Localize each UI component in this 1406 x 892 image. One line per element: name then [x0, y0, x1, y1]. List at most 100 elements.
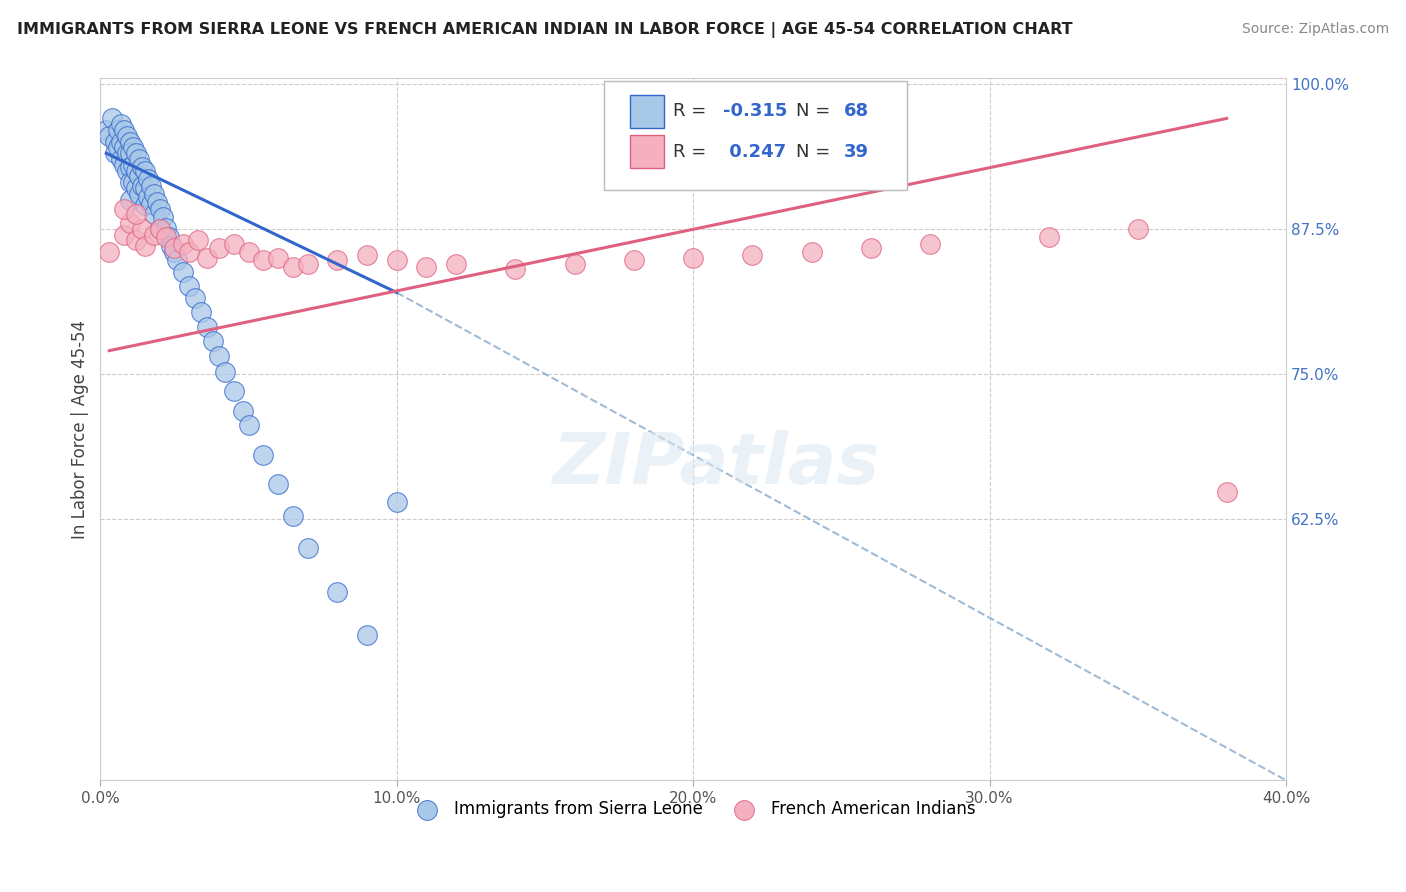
Point	[297, 541, 319, 555]
Text: 39: 39	[844, 143, 869, 161]
Point	[800, 244, 823, 259]
Point	[172, 236, 194, 251]
Point	[201, 334, 224, 349]
Text: -0.315: -0.315	[723, 103, 787, 120]
Point	[184, 292, 207, 306]
Point	[415, 260, 437, 274]
Point	[115, 163, 138, 178]
Point	[859, 242, 882, 256]
Point	[134, 198, 156, 212]
Point	[160, 239, 183, 253]
Point	[267, 251, 290, 265]
Point	[112, 158, 135, 172]
Point	[326, 253, 349, 268]
Point	[125, 206, 148, 220]
Point	[172, 265, 194, 279]
Point	[110, 117, 132, 131]
Point	[505, 262, 527, 277]
Point	[122, 140, 145, 154]
Point	[356, 248, 378, 262]
Point	[163, 244, 186, 259]
Point	[107, 123, 129, 137]
Point	[444, 256, 467, 270]
Point	[118, 175, 141, 189]
Text: ZIPatlas: ZIPatlas	[553, 430, 880, 499]
Point	[252, 448, 274, 462]
Point	[128, 152, 150, 166]
Text: IMMIGRANTS FROM SIERRA LEONE VS FRENCH AMERICAN INDIAN IN LABOR FORCE | AGE 45-5: IMMIGRANTS FROM SIERRA LEONE VS FRENCH A…	[17, 22, 1073, 38]
Point	[125, 163, 148, 178]
Point	[214, 365, 236, 379]
Point	[1038, 230, 1060, 244]
Point	[112, 227, 135, 242]
Point	[125, 233, 148, 247]
Point	[134, 239, 156, 253]
Point	[385, 253, 408, 268]
Point	[252, 253, 274, 268]
Point	[101, 112, 124, 126]
Text: 68: 68	[844, 103, 869, 120]
Point	[115, 128, 138, 143]
Point	[125, 146, 148, 161]
Point	[134, 181, 156, 195]
Point	[297, 256, 319, 270]
Point	[136, 190, 159, 204]
Point	[145, 194, 167, 209]
Point	[356, 628, 378, 642]
Point	[118, 160, 141, 174]
Point	[118, 135, 141, 149]
Point	[142, 206, 165, 220]
Point	[623, 253, 645, 268]
Point	[131, 221, 153, 235]
Point	[149, 202, 172, 216]
Point	[195, 251, 218, 265]
Point	[122, 175, 145, 189]
Point	[149, 221, 172, 235]
Point	[112, 140, 135, 154]
Point	[208, 350, 231, 364]
Point	[232, 404, 254, 418]
Point	[564, 256, 586, 270]
Point	[131, 160, 153, 174]
Point	[281, 260, 304, 274]
FancyBboxPatch shape	[630, 95, 664, 128]
Text: N =: N =	[796, 143, 837, 161]
Point	[139, 178, 162, 193]
Point	[112, 202, 135, 216]
Point	[326, 585, 349, 599]
Point	[157, 230, 180, 244]
Point	[118, 216, 141, 230]
Point	[110, 135, 132, 149]
Point	[1215, 485, 1237, 500]
Point	[152, 210, 174, 224]
Text: 0.247: 0.247	[723, 143, 786, 161]
Point	[920, 236, 942, 251]
Point	[107, 140, 129, 154]
Point	[1126, 221, 1149, 235]
Text: R =: R =	[673, 143, 711, 161]
Point	[166, 253, 188, 268]
Point	[115, 146, 138, 161]
Point	[155, 220, 177, 235]
Point	[163, 242, 186, 256]
FancyBboxPatch shape	[630, 135, 664, 169]
FancyBboxPatch shape	[605, 81, 907, 190]
Y-axis label: In Labor Force | Age 45-54: In Labor Force | Age 45-54	[72, 319, 89, 539]
Point	[110, 152, 132, 166]
Point	[267, 477, 290, 491]
Point	[142, 186, 165, 201]
Point	[190, 305, 212, 319]
Point	[118, 146, 141, 161]
Point	[131, 178, 153, 193]
Point	[128, 186, 150, 201]
Point	[149, 221, 172, 235]
Text: Source: ZipAtlas.com: Source: ZipAtlas.com	[1241, 22, 1389, 37]
Point	[139, 197, 162, 211]
Text: N =: N =	[796, 103, 837, 120]
Point	[134, 163, 156, 178]
Point	[112, 123, 135, 137]
Point	[98, 128, 121, 143]
Point	[104, 146, 127, 161]
Point	[222, 236, 245, 251]
Point	[179, 244, 201, 259]
